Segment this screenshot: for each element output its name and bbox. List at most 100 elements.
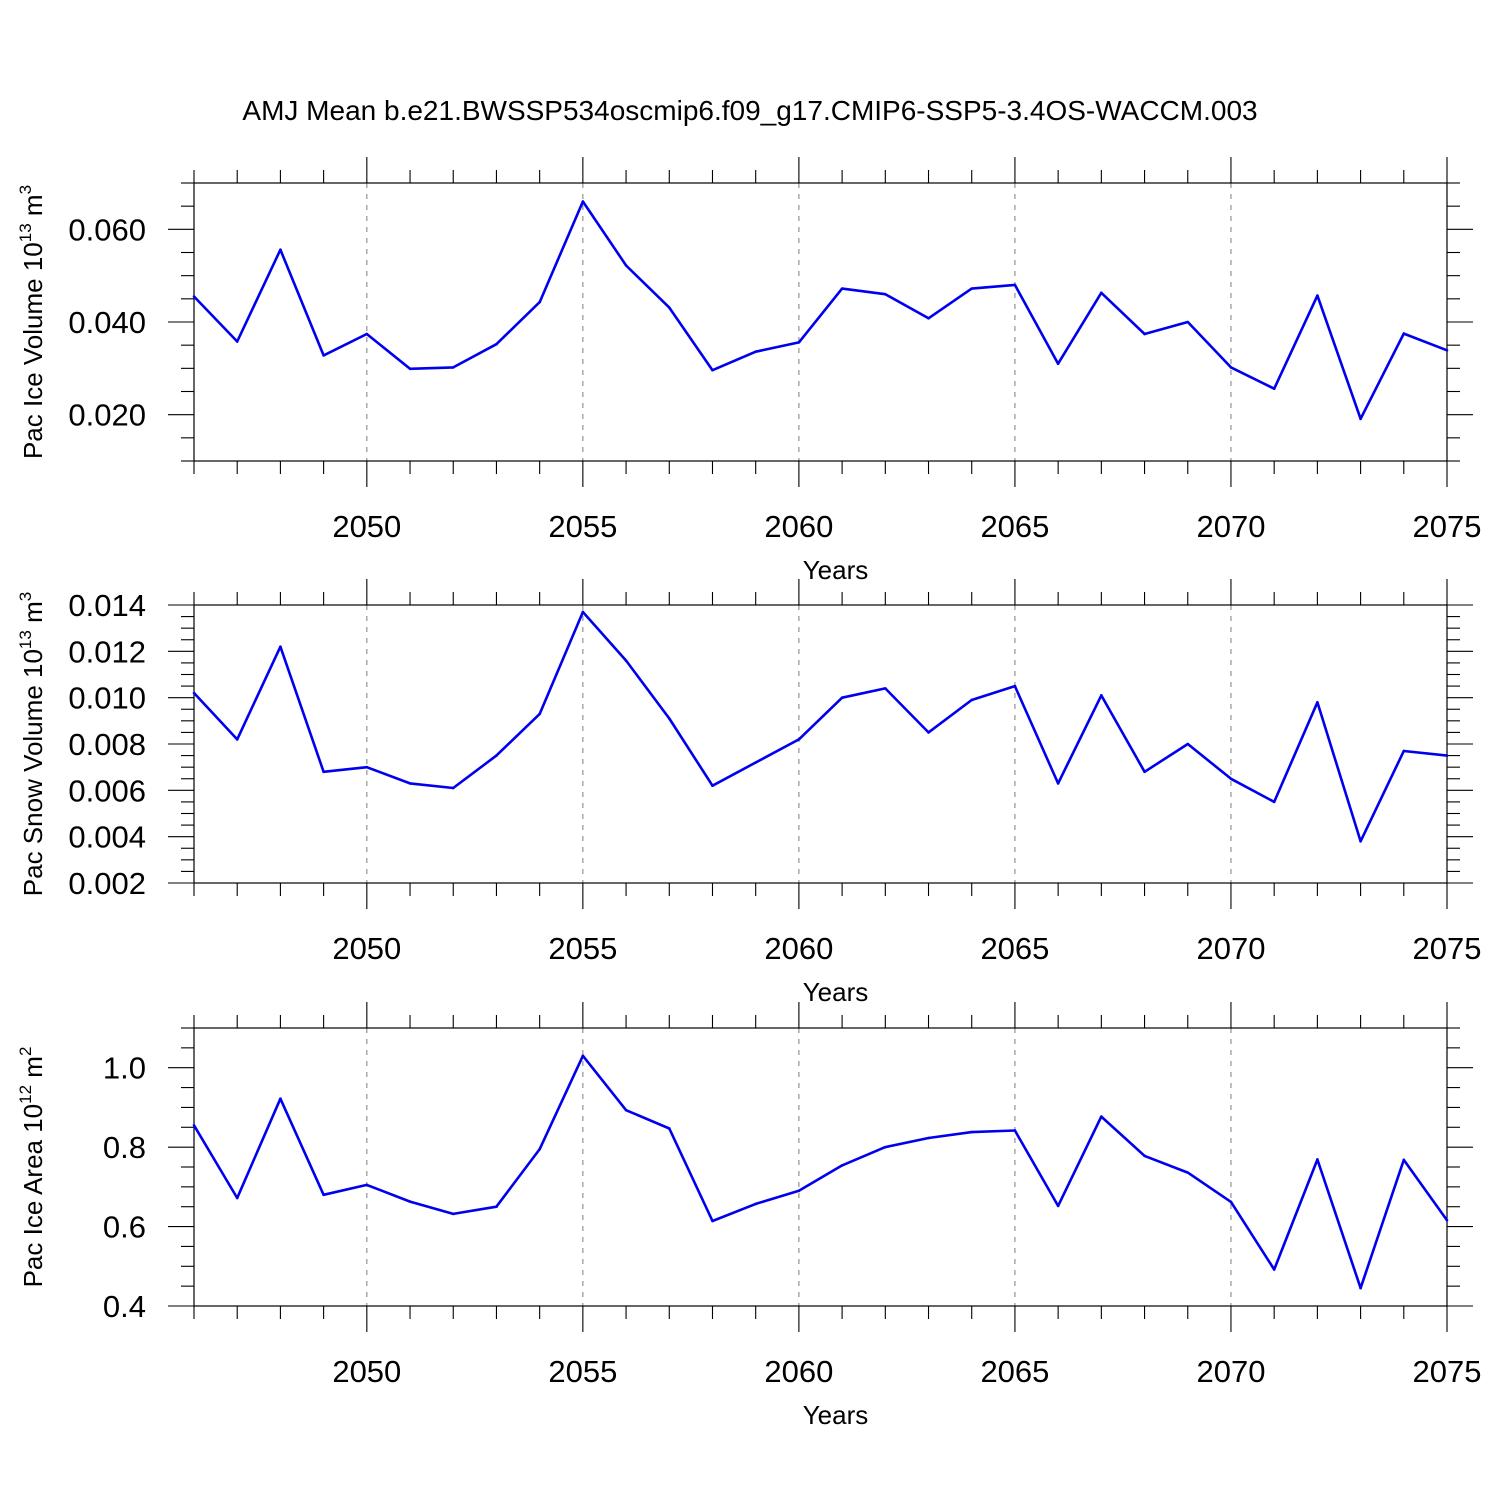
- data-point: [927, 1136, 930, 1140]
- data-point: [840, 287, 844, 290]
- x-axis-label: Years: [803, 555, 869, 585]
- data-point: [1100, 694, 1103, 697]
- data-point: [192, 691, 196, 695]
- data-point: [754, 761, 757, 764]
- data-point: [1186, 320, 1190, 324]
- panel-3: 0.4 0.6 0.8 1.0 2050 2055 2060 2065 2070 2075 Year…: [16, 1002, 1481, 1430]
- data-point: [1186, 742, 1190, 746]
- data-point: [365, 765, 369, 769]
- x-tick-label: 2075: [1413, 509, 1482, 544]
- data-point: [451, 786, 455, 790]
- series-line-1: [193, 610, 1448, 843]
- data-point: [1229, 366, 1233, 369]
- data-point: [408, 1200, 412, 1203]
- data-point: [495, 754, 498, 757]
- x-tick-label: 2070: [1196, 509, 1265, 544]
- y-tick-label: 0.020: [68, 398, 146, 433]
- data-point: [279, 1097, 282, 1100]
- data-point: [797, 341, 801, 344]
- data-point: [1143, 770, 1146, 774]
- data-point: [538, 300, 541, 304]
- x-axis-label: Years: [803, 1400, 869, 1430]
- data-point: [408, 367, 412, 371]
- data-point: [1229, 1200, 1233, 1204]
- data-point: [840, 696, 844, 699]
- data-point: [797, 738, 801, 741]
- y-tick-label: 0.002: [68, 866, 146, 901]
- data-point: [711, 1219, 714, 1223]
- data-point: [1359, 840, 1362, 843]
- data-point: [1056, 782, 1060, 785]
- plot-frame: [193, 604, 1448, 884]
- data-point: [884, 1145, 887, 1149]
- data-point: [581, 1054, 585, 1058]
- data-point: [1100, 291, 1103, 295]
- data-point: [495, 1205, 498, 1209]
- x-tick-label: 2060: [764, 931, 833, 966]
- data-point: [365, 332, 369, 336]
- panel-1: 0.020 0.040 0.060 2050 2055 2060 2065 2070 2075 Y…: [16, 157, 1481, 585]
- y-axis-label: Pac Ice Area 1012 m2: [16, 1047, 48, 1288]
- data-point: [322, 354, 325, 357]
- data-point: [1272, 800, 1276, 804]
- data-point: [1100, 1115, 1103, 1118]
- data-point: [451, 366, 455, 369]
- data-point: [1316, 294, 1319, 297]
- data-point: [970, 698, 974, 702]
- panel-2: 0.002 0.004 0.006 0.008 0.010 0.012 0.014 2050 2…: [16, 579, 1481, 1007]
- data-point: [1056, 362, 1060, 366]
- data-point: [1143, 1154, 1146, 1158]
- data-point: [322, 1193, 325, 1197]
- x-axis-label: Years: [803, 977, 869, 1007]
- x-tick-label: 2050: [332, 509, 401, 544]
- data-point: [1056, 1204, 1060, 1208]
- x-tick-label: 2070: [1196, 1354, 1265, 1389]
- data-point: [408, 782, 412, 785]
- y-tick-label: 0.4: [103, 1289, 146, 1324]
- data-point: [884, 292, 887, 296]
- data-point: [1316, 1158, 1319, 1161]
- y-tick-label: 0.006: [68, 773, 146, 808]
- data-point: [1229, 777, 1233, 781]
- data-point: [581, 200, 585, 203]
- data-point: [711, 784, 714, 787]
- data-point: [711, 368, 714, 372]
- data-point: [754, 1202, 757, 1206]
- data-point: [840, 1164, 844, 1167]
- y-tick-label: 0.004: [68, 820, 146, 855]
- data-point: [235, 1196, 239, 1200]
- series-line-1: [192, 1054, 1449, 1290]
- x-tick-label: 2075: [1413, 1354, 1482, 1389]
- data-point: [1402, 1158, 1406, 1162]
- data-point: [667, 717, 671, 720]
- data-point: [624, 1108, 628, 1112]
- data-point: [322, 770, 325, 774]
- data-point: [970, 287, 974, 290]
- data-point: [667, 1127, 671, 1130]
- x-tick-label: 2050: [332, 1354, 401, 1389]
- y-tick-label: 1.0: [103, 1051, 146, 1086]
- data-point: [1013, 684, 1017, 688]
- chart-panels: 0.020 0.040 0.060 2050 2055 2060 2065 2070 2075 Y…: [16, 157, 1481, 1430]
- x-tick-label: 2070: [1196, 931, 1265, 966]
- data-point: [970, 1130, 974, 1134]
- x-tick-label: 2065: [980, 1354, 1049, 1389]
- plot-frame: [193, 182, 1448, 462]
- data-point: [1402, 749, 1406, 753]
- x-tick-label: 2050: [332, 931, 401, 966]
- x-tick-label: 2065: [980, 509, 1049, 544]
- data-point: [1013, 283, 1017, 287]
- data-point: [235, 738, 239, 741]
- data-point: [538, 1147, 541, 1151]
- data-point: [365, 1183, 369, 1187]
- y-axis-label: Pac Snow Volume 1013 m3: [16, 592, 48, 896]
- y-tick-label: 0.060: [68, 212, 146, 247]
- data-point: [1359, 1286, 1362, 1290]
- data-point: [797, 1189, 801, 1193]
- data-point: [624, 264, 628, 267]
- data-point: [1445, 754, 1449, 757]
- x-tick-label: 2055: [548, 509, 617, 544]
- data-point: [538, 712, 541, 716]
- data-point: [1359, 417, 1362, 421]
